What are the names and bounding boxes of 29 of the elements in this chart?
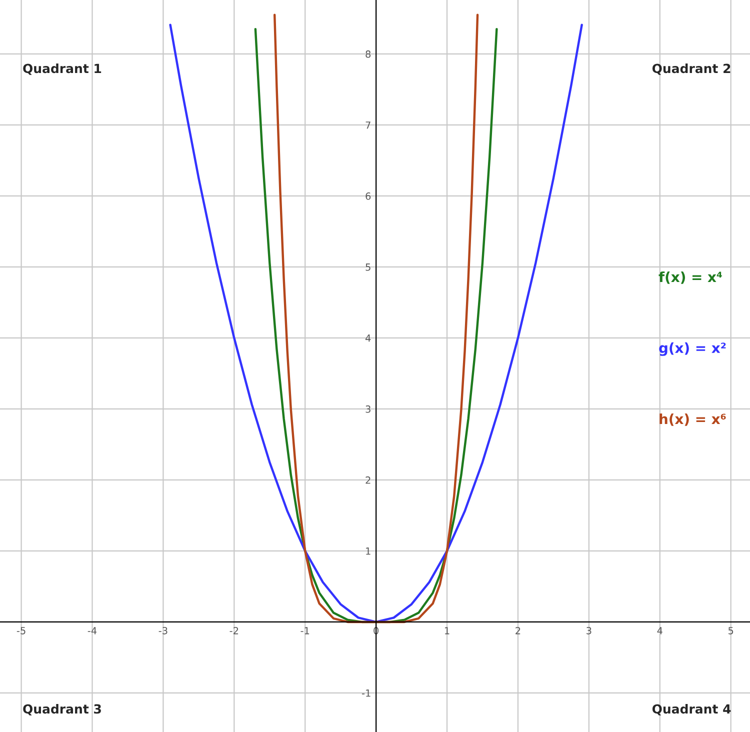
- x-tick-label: -5: [16, 627, 26, 634]
- y-tick-label: 8: [366, 50, 371, 58]
- text: g(x) = x²: [659, 342, 726, 356]
- y-tick-label: 7: [366, 122, 370, 129]
- line-series: [273, 14, 479, 624]
- x-tick-label: -3: [158, 626, 168, 634]
- annotation: Quadrant 3: [23, 704, 101, 716]
- x-tick-label: 3: [586, 626, 592, 634]
- y-tick-label: 5: [366, 264, 370, 271]
- annotation: Quadrant 2: [652, 63, 730, 75]
- y-tick-label: 6: [366, 192, 371, 200]
- annotation: Quadrant 4: [652, 704, 731, 716]
- x-tick-label: 1: [444, 627, 450, 634]
- x-tick-label: 4: [657, 627, 662, 634]
- y-tick-label: -1: [362, 690, 370, 697]
- text: f(x) = x⁴: [658, 271, 722, 284]
- x-tick-label: 2: [516, 626, 520, 634]
- x-tick-label: -1: [300, 627, 310, 634]
- y-tick-label: 4: [365, 334, 371, 342]
- annotation: Quadrant 1: [23, 63, 102, 75]
- text: h(x) = x⁶: [660, 413, 726, 426]
- line-series: [254, 28, 498, 624]
- y-tick-label: 1: [366, 548, 370, 555]
- y-tick-label: 2: [366, 476, 370, 484]
- x-tick-label: -4: [88, 627, 97, 634]
- line-series: [169, 24, 583, 624]
- y-tick-label: 3: [366, 405, 370, 413]
- x-tick-label: 5: [728, 627, 734, 634]
- x-tick-label: -2: [230, 626, 238, 634]
